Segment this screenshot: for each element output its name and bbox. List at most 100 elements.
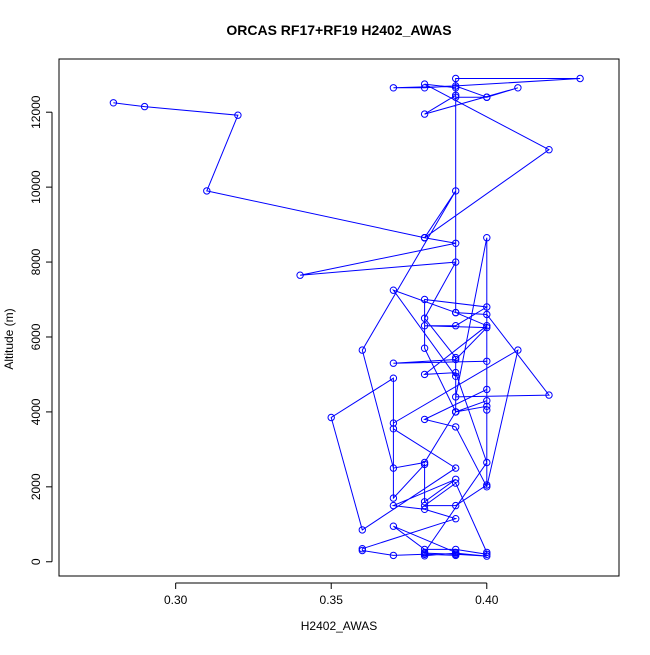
data-point [483,93,491,101]
data-point [452,258,460,266]
data-point [452,187,460,195]
data-point [576,74,584,83]
x-tick-label: 0.35 [320,593,344,607]
data-point [483,357,491,365]
data-point [452,368,460,377]
data-point [420,370,429,379]
data-point [389,359,398,367]
data-point [483,481,491,489]
y-tick-label: 10000 [29,170,43,204]
x-axis-label: H2402_AWAS [301,619,377,633]
data-point [358,346,366,354]
data-point [452,515,460,523]
data-point [358,526,366,534]
x-axis: 0.30 0.35 0.40 [164,582,499,607]
data-point [389,286,398,294]
data-point [420,234,429,242]
data-point [452,84,460,92]
data-point [420,498,429,506]
data-point [545,391,553,399]
data-point [483,234,491,242]
data-point [483,303,491,311]
data-point [483,552,491,560]
data-point [420,552,429,560]
y-tick-label: 6000 [29,323,43,350]
data-point [420,295,429,304]
series-layer [109,74,584,560]
chart-title: ORCAS RF17+RF19 H2402_AWAS [226,22,451,38]
data-point [389,374,398,382]
data-point [203,187,211,195]
y-axis: 0 2000 4000 6000 8000 10000 12000 [29,95,53,565]
data-point [420,84,429,92]
data-point [420,314,429,322]
y-tick-label: 8000 [29,248,43,275]
data-point [452,74,460,83]
data-point [389,419,398,427]
data-point [483,402,491,410]
data-point [389,425,398,433]
data-point [420,322,429,330]
data-point [420,460,429,469]
data-point [234,111,242,119]
data-point [296,271,304,279]
y-tick-label: 4000 [29,398,43,425]
data-point [452,464,460,472]
x-tick-label: 0.30 [164,593,188,607]
data-point [389,551,398,560]
data-point [483,458,491,467]
data-point [420,505,429,513]
data-point [452,353,460,362]
data-point [420,344,429,352]
data-point [483,385,491,394]
data-point [420,458,429,467]
data-point [452,355,460,364]
plot-frame [58,58,620,577]
data-point [452,308,460,317]
x-tick-label: 0.40 [475,593,499,607]
data-point [389,501,398,510]
data-point [420,415,429,424]
data-point [452,408,460,416]
data-point [420,549,429,557]
data-point [483,323,491,332]
data-point [452,239,460,248]
data-point [483,406,491,414]
y-axis-label: Altitude (m) [2,308,16,369]
data-point [483,548,491,557]
y-tick-label: 0 [29,558,43,565]
data-point [327,413,335,422]
data-point [420,80,429,88]
series-line-0 [113,78,581,557]
data-point [452,372,460,380]
data-point [109,99,118,107]
data-point [483,322,491,330]
data-point [452,91,460,100]
data-point [358,546,366,555]
data-point [420,110,429,118]
data-point [452,501,460,510]
data-point [483,397,491,405]
data-point [389,84,398,92]
data-point [452,549,460,557]
data-point [452,545,460,554]
data-point [389,522,398,530]
data-point [389,494,398,502]
data-point [420,501,429,510]
data-point [389,464,398,472]
data-point [514,84,522,92]
data-point [452,93,460,101]
data-point [452,475,460,483]
data-point [452,393,460,401]
data-point [452,479,460,487]
data-point [483,310,491,319]
y-tick-label: 2000 [29,473,43,500]
data-point [452,423,460,431]
data-point [140,102,149,111]
data-point [545,146,553,154]
data-point [514,346,522,354]
data-point [452,322,460,330]
y-tick-label: 12000 [29,95,43,129]
